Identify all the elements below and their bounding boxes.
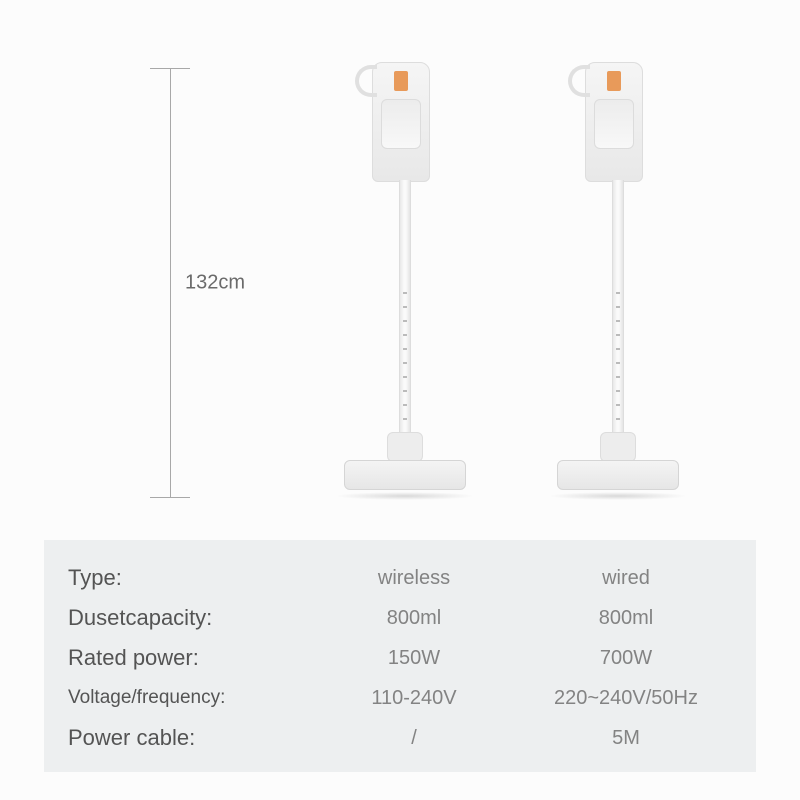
table-row: Dusetcapacity: 800ml 800ml: [68, 598, 732, 638]
spec-value-cable-wireless: /: [308, 727, 520, 750]
spec-label-cable: Power cable:: [68, 725, 308, 751]
spec-value-cable-wired: 5M: [520, 727, 732, 750]
vacuum-accent: [607, 71, 621, 91]
vacuum-accent: [394, 71, 408, 91]
dimension-label: 132cm: [185, 272, 245, 295]
table-row: Voltage/frequency: 110-240V 220~240V/50H…: [68, 678, 732, 718]
spec-value-power-wireless: 150W: [308, 647, 520, 670]
vacuum-stick-detail: [616, 292, 620, 422]
vacuum-head: [585, 62, 643, 182]
product-shadow: [335, 492, 475, 500]
spec-label-voltage: Voltage/frequency:: [68, 687, 308, 709]
spec-value-type-wired: wired: [520, 567, 732, 590]
spec-label-capacity: Dusetcapacity:: [68, 605, 308, 631]
spec-value-capacity-wireless: 800ml: [308, 607, 520, 630]
table-row: Type: wireless wired: [68, 558, 732, 598]
dimension-line: [170, 68, 171, 498]
spec-value-voltage-wired: 220~240V/50Hz: [520, 687, 732, 710]
vacuum-joint: [387, 432, 423, 462]
vacuum-dust-window: [381, 99, 421, 149]
spec-value-capacity-wired: 800ml: [520, 607, 732, 630]
product-display-area: 132cm: [0, 0, 800, 540]
vacuum-floor-head: [344, 460, 466, 490]
vacuum-handle: [355, 65, 377, 97]
vacuum-handle: [568, 65, 590, 97]
product-shadow: [548, 492, 688, 500]
spec-value-type-wireless: wireless: [308, 567, 520, 590]
spec-label-type: Type:: [68, 565, 308, 591]
table-row: Rated power: 150W 700W: [68, 638, 732, 678]
spec-label-power: Rated power:: [68, 645, 308, 671]
spec-table: Type: wireless wired Dusetcapacity: 800m…: [44, 540, 756, 772]
vacuum-dust-window: [594, 99, 634, 149]
vacuum-head: [372, 62, 430, 182]
vacuum-joint: [600, 432, 636, 462]
table-row: Power cable: / 5M: [68, 718, 732, 758]
height-dimension-indicator: 132cm: [130, 68, 250, 498]
spec-value-power-wired: 700W: [520, 647, 732, 670]
product-wired: [553, 62, 683, 502]
spec-value-voltage-wireless: 110-240V: [308, 687, 520, 710]
vacuum-floor-head: [557, 460, 679, 490]
product-wireless: [340, 62, 470, 502]
vacuum-stick-detail: [403, 292, 407, 422]
dimension-cap-bottom: [150, 497, 190, 498]
